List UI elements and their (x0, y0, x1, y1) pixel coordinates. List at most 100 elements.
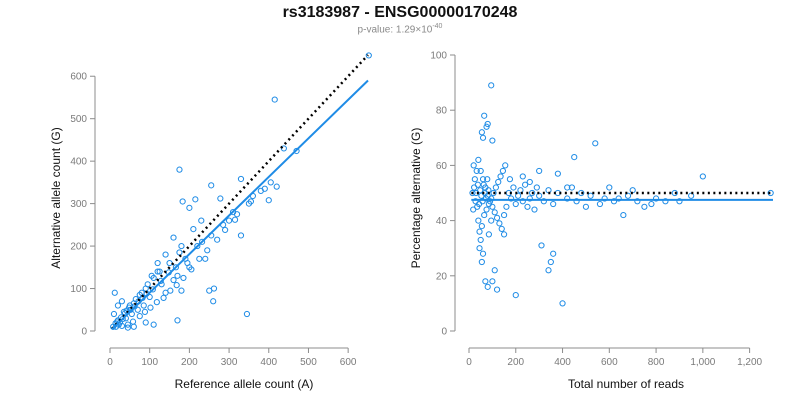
data-point (118, 322, 126, 330)
data-point (178, 242, 185, 250)
reference-line (111, 54, 369, 330)
data-point (641, 203, 648, 210)
data-point (114, 302, 122, 309)
data-point (111, 289, 118, 296)
data-point (474, 181, 481, 188)
data-point (484, 176, 491, 183)
data-point (596, 200, 604, 208)
y-tick-label: 0 (81, 327, 87, 338)
data-point (507, 195, 515, 202)
data-point (500, 231, 508, 238)
data-point (154, 259, 161, 267)
data-point (110, 310, 118, 318)
data-point (477, 236, 484, 244)
data-point (479, 134, 487, 141)
data-point (550, 250, 557, 257)
data-point (118, 298, 126, 305)
data-point (134, 306, 141, 313)
data-point (483, 206, 490, 213)
data-point (280, 145, 287, 152)
x-tick-label: 200 (181, 357, 198, 368)
data-point (489, 203, 496, 210)
data-point (606, 184, 613, 191)
data-point (481, 211, 488, 219)
data-point (578, 189, 585, 197)
data-point (662, 198, 669, 205)
y-axis: 0 100 200 300 400 500 600 (70, 72, 96, 338)
data-point (204, 247, 211, 254)
y-axis-label: Alternative allele count (G) (49, 127, 63, 268)
data-point (188, 266, 195, 273)
data-point (554, 170, 561, 177)
data-point (150, 321, 157, 328)
y-tick-label: 20 (436, 271, 448, 282)
data-point (237, 232, 245, 239)
data-point (512, 292, 519, 299)
y-tick-label: 400 (70, 157, 87, 168)
y-axis-label: Percentage alternative (G) (409, 128, 423, 269)
data-point (767, 189, 774, 197)
y-tick-label: 200 (70, 242, 87, 253)
data-point (476, 245, 483, 252)
x-tick-label: 300 (221, 357, 238, 368)
data-point (538, 242, 545, 249)
data-point (480, 181, 487, 188)
fit-line (111, 79, 369, 331)
data-point (180, 274, 187, 282)
data-point (128, 310, 135, 318)
data-point (178, 287, 185, 294)
y-tick-label: 80 (436, 106, 448, 117)
data-point (648, 200, 655, 208)
data-point (470, 206, 477, 213)
data-point (198, 217, 205, 224)
data-points (469, 82, 774, 307)
data-point (273, 183, 280, 190)
data-point (564, 184, 571, 191)
data-point (620, 211, 627, 219)
data-point (482, 278, 489, 285)
data-point (208, 182, 215, 189)
data-point (536, 167, 543, 175)
x-tick-label: 400 (554, 357, 571, 368)
data-point (142, 285, 149, 292)
x-axis: 0 200 400 600 800 1,000 1,200 (466, 347, 763, 368)
data-point (688, 192, 695, 199)
data-point (515, 192, 522, 199)
data-point (522, 181, 529, 188)
data-point (545, 267, 552, 274)
data-point (497, 173, 504, 180)
data-point (547, 258, 554, 266)
y-tick-label: 500 (70, 114, 87, 125)
y-tick-label: 100 (70, 284, 87, 295)
data-point (476, 228, 483, 235)
data-point (160, 294, 167, 301)
data-point (210, 298, 217, 305)
data-point (471, 176, 478, 183)
data-point (489, 137, 496, 144)
data-point (615, 195, 622, 202)
data-point (491, 209, 498, 216)
data-point (484, 283, 491, 290)
data-point (237, 175, 245, 183)
x-tick-label: 600 (601, 357, 618, 368)
data-point (499, 167, 507, 175)
data-point (156, 268, 163, 275)
data-point (194, 242, 201, 250)
data-point (148, 272, 155, 279)
x-tick-label: 400 (260, 357, 277, 368)
data-point (146, 293, 153, 301)
p-value-text: p-value: 1.29×10 (357, 24, 433, 36)
data-point (502, 162, 509, 169)
data-point (540, 198, 547, 205)
y-tick-label: 40 (436, 216, 448, 227)
data-point (176, 249, 183, 256)
data-point (473, 167, 480, 175)
x-axis-label: Reference allele count (A) (175, 377, 314, 391)
percentage-alternative-scatter: 0 200 400 600 800 1,000 1,200 0 20 40 60 80 100 Total… (409, 51, 774, 391)
data-point (498, 225, 505, 232)
data-point (154, 268, 161, 275)
data-point (533, 184, 540, 191)
data-point (141, 308, 149, 315)
data-point (192, 196, 199, 203)
